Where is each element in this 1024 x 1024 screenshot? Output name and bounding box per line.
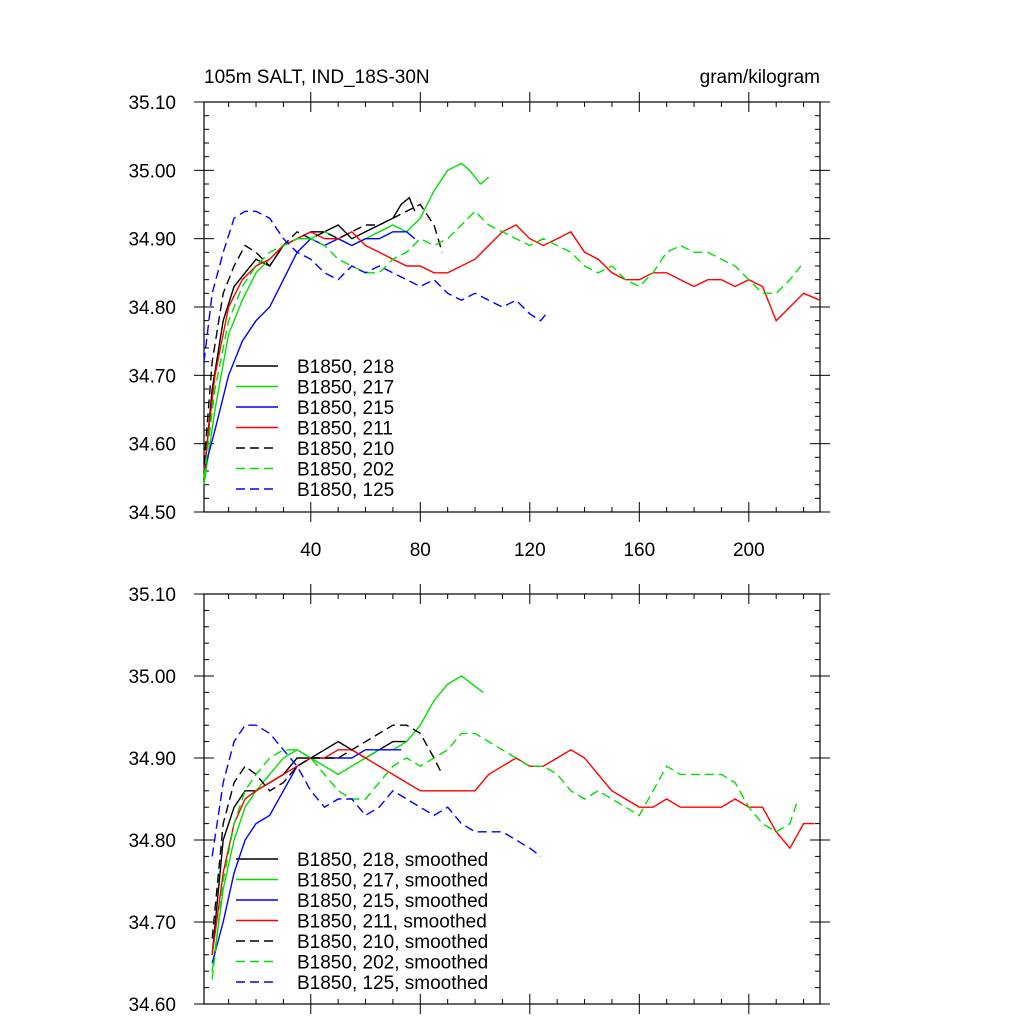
y-tick-label: 34.60 (128, 435, 176, 456)
legend-label: B1850, 125, smoothed (297, 973, 488, 994)
legend-label: B1850, 211, smoothed (297, 912, 487, 933)
legend-label: B1850, 217 (297, 378, 394, 399)
x-tick-label: 200 (733, 540, 765, 561)
series-line-6 (211, 732, 799, 980)
y-tick-label: 34.90 (128, 230, 176, 251)
legend-label: B1850, 218, smoothed (297, 850, 488, 871)
plot-frame (203, 593, 821, 1005)
y-tick-label: 35.10 (128, 585, 176, 606)
x-tick-label: 120 (514, 540, 546, 561)
series-line-7 (203, 210, 547, 362)
legend-label: B1850, 215 (297, 398, 394, 419)
legend-label: B1850, 218 (297, 357, 394, 378)
series-line-6 (203, 210, 802, 478)
legend-label: B1850, 125 (297, 480, 394, 501)
x-tick-label: 160 (623, 540, 655, 561)
series-line-5 (211, 724, 443, 939)
panel-2: 34.60 34.70 34.80 34.90 35.00 35.10 B1850, 218… (128, 584, 830, 1016)
legend-label: B1850, 210, smoothed (297, 932, 488, 953)
y-tick-label: 34.50 (128, 503, 176, 524)
y-tick-label: 34.60 (128, 995, 176, 1016)
series-line-7 (211, 724, 542, 857)
y-tick-label: 35.00 (128, 161, 176, 182)
x-tick-label: 40 (300, 540, 321, 561)
legend-label: B1850, 215, smoothed (297, 891, 488, 912)
series-line-5 (203, 203, 443, 465)
y-tick-label: 34.80 (128, 298, 176, 319)
y-tick-label: 34.80 (128, 831, 176, 852)
legend-label: B1850, 202, smoothed (297, 953, 488, 974)
legend-label: B1850, 217, smoothed (297, 871, 488, 892)
x-tick-label: 80 (410, 540, 431, 561)
chart-title: 105m SALT, IND_18S-30N (204, 67, 430, 88)
y-tick-label: 35.00 (128, 667, 176, 688)
y-tick-label: 34.70 (128, 366, 176, 387)
series-line-2 (211, 675, 484, 972)
units-label: gram/kilogram (700, 67, 820, 88)
y-tick-label: 35.10 (128, 93, 176, 114)
legend-label: B1850, 210 (297, 439, 394, 460)
legend-label: B1850, 211 (297, 419, 393, 440)
panel-1: 40 80 120 160 200 34.50 34.60 34.70 34.80 34.90 35… (128, 92, 830, 561)
y-tick-label: 34.90 (128, 749, 176, 770)
y-tick-label: 34.70 (128, 913, 176, 934)
legend-label: B1850, 202 (297, 460, 394, 481)
